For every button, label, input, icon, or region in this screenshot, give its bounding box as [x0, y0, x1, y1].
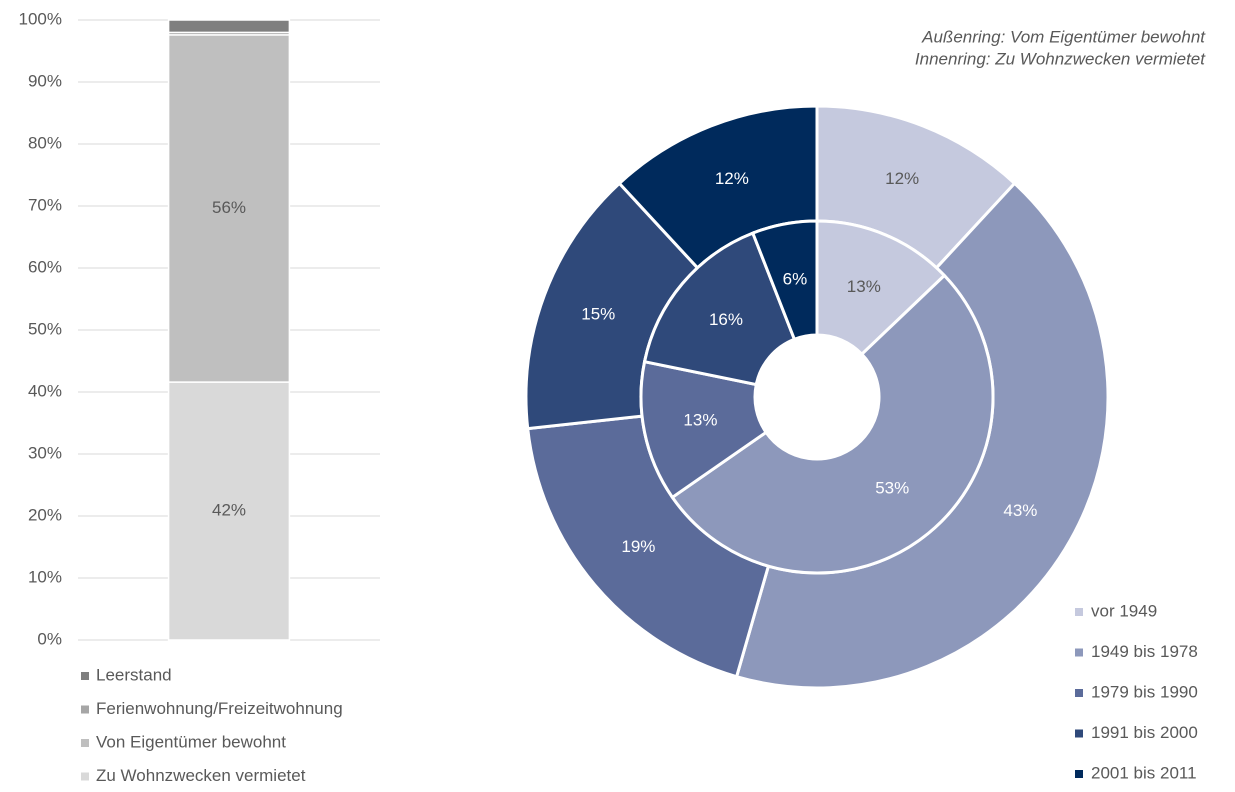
data-label: 15%: [581, 305, 615, 324]
donut-segment: [815, 219, 947, 357]
legend-label: Leerstand: [96, 665, 172, 684]
legend-swatch: [1075, 648, 1083, 657]
legend-label: Von Eigentümer bewohnt: [96, 732, 286, 751]
y-tick-label: 100%: [19, 9, 62, 28]
legend-label: vor 1949: [1091, 601, 1157, 620]
data-label: 13%: [847, 277, 881, 296]
annotation: Außenring: Vom Eigentümer bewohnt: [921, 27, 1206, 46]
y-tick-label: 90%: [28, 71, 62, 90]
bar-segment: [167, 34, 291, 383]
legend-swatch: [81, 739, 89, 747]
y-tick-label: 0%: [37, 629, 62, 648]
data-label: 53%: [875, 479, 909, 498]
legend-label: 1949 bis 1978: [1091, 642, 1198, 661]
legend-label: 1979 bis 1990: [1091, 682, 1198, 701]
legend-label: Ferienwohnung/Freizeitwohnung: [96, 699, 343, 718]
data-label: 13%: [683, 410, 717, 429]
data-label: 19%: [621, 537, 655, 556]
y-tick-label: 20%: [28, 505, 62, 524]
y-tick-label: 50%: [28, 319, 62, 338]
legend-label: Zu Wohnzwecken vermietet: [96, 766, 306, 785]
data-label: 6%: [783, 270, 808, 289]
data-label: 12%: [885, 169, 919, 188]
legend-swatch: [81, 672, 89, 680]
donut-segment: [670, 273, 995, 575]
legend-swatch: [81, 772, 89, 781]
y-tick-label: 10%: [28, 567, 62, 586]
y-tick-label: 30%: [28, 443, 62, 462]
legend-label: 2001 bis 2011: [1091, 763, 1197, 782]
donut-segment: [639, 359, 769, 500]
annotation: Innenring: Zu Wohnzwecken vermietet: [915, 49, 1206, 68]
donut-segment: [750, 219, 819, 342]
data-label: 56%: [212, 198, 246, 217]
legend-swatch: [1075, 770, 1083, 778]
legend-swatch: [1075, 689, 1083, 697]
donut-segment: [642, 231, 797, 387]
bar-segment: [167, 381, 291, 641]
data-label: 42%: [212, 501, 246, 520]
legend-swatch: [1075, 608, 1083, 616]
data-label: 12%: [715, 169, 749, 188]
legend-swatch: [81, 705, 89, 714]
legend-swatch: [1075, 729, 1083, 738]
y-tick-label: 70%: [28, 195, 62, 214]
data-label: 43%: [1003, 501, 1037, 520]
y-tick-label: 60%: [28, 257, 62, 276]
bar-segment: [167, 19, 291, 34]
data-label: 16%: [709, 310, 743, 329]
legend-label: 1991 bis 2000: [1091, 723, 1198, 742]
y-tick-label: 40%: [28, 381, 62, 400]
y-tick-label: 80%: [28, 133, 62, 152]
